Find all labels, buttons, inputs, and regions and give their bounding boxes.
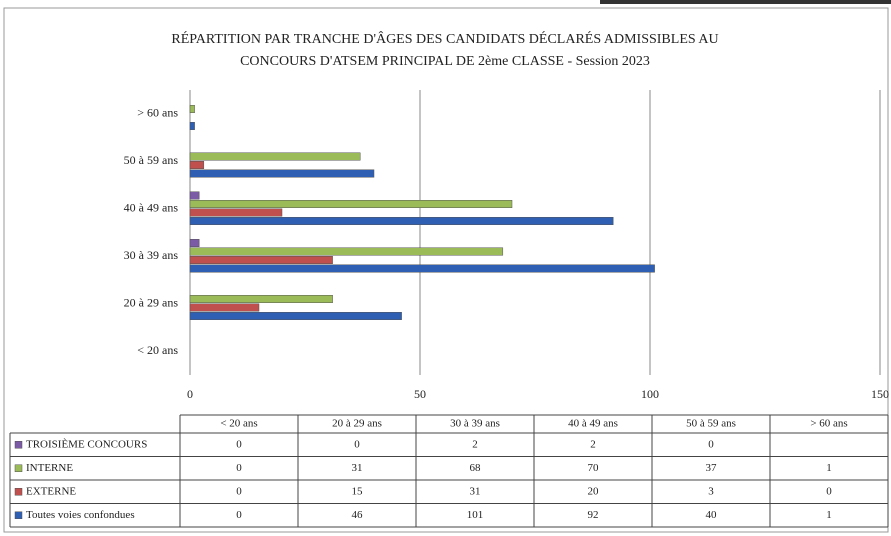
- bar: [189, 247, 504, 256]
- legend-label: Toutes voies confondues: [26, 509, 135, 521]
- y-tick-label: 20 à 29 ans: [124, 296, 179, 310]
- table-cell: 0: [826, 485, 832, 497]
- chart-title: CONCOURS D'ATSEM PRINCIPAL DE 2ème CLASS…: [240, 54, 650, 69]
- table-cell: 0: [354, 438, 360, 450]
- table-header: < 20 ans: [220, 418, 257, 430]
- table-cell: 2: [472, 438, 478, 450]
- bar: [189, 239, 200, 247]
- table-cell: 92: [588, 509, 599, 521]
- table-cell: 3: [708, 485, 714, 497]
- y-tick-label: > 60 ans: [137, 106, 178, 120]
- table-cell: 68: [470, 462, 482, 474]
- y-tick-label: < 20 ans: [137, 343, 178, 357]
- table-cell: 31: [470, 485, 481, 497]
- legend-swatch: [14, 441, 23, 449]
- x-tick-label: 50: [414, 387, 426, 401]
- bar: [189, 303, 260, 312]
- bar: [189, 295, 333, 303]
- table-header: > 60 ans: [810, 418, 847, 430]
- bar: [189, 256, 333, 264]
- bar: [189, 161, 205, 169]
- bar: [189, 200, 513, 208]
- table-cell: 70: [588, 462, 600, 474]
- table-cell: 15: [352, 485, 364, 497]
- legend-swatch: [14, 511, 23, 519]
- table-cell: 2: [590, 438, 596, 450]
- table-header: 50 à 59 ans: [686, 418, 736, 430]
- bar: [189, 152, 361, 161]
- chart-frame: [3, 7, 889, 533]
- chart-title: RÉPARTITION PAR TRANCHE D'ÂGES DES CANDI…: [171, 30, 718, 47]
- bar: [189, 264, 655, 273]
- table-cell: 0: [708, 438, 714, 450]
- legend-label: EXTERNE: [26, 485, 76, 497]
- table-cell: 0: [236, 462, 242, 474]
- bar: [189, 122, 195, 130]
- x-tick-label: 150: [871, 387, 889, 401]
- scan-edge: [600, 0, 891, 4]
- x-tick-label: 0: [187, 387, 193, 401]
- bar: [189, 208, 283, 217]
- legend-swatch: [14, 488, 23, 496]
- table-cell: 37: [706, 462, 718, 474]
- bar: [189, 105, 195, 113]
- legend-label: TROISIÈME CONCOURS: [26, 438, 147, 450]
- legend-label: INTERNE: [26, 462, 73, 474]
- table-cell: 40: [706, 509, 718, 521]
- bar: [189, 169, 375, 178]
- table-header: 30 à 39 ans: [450, 418, 500, 430]
- table-cell: 0: [236, 509, 242, 521]
- table-header: 20 à 29 ans: [332, 418, 382, 430]
- table-cell: 101: [467, 509, 484, 521]
- table-cell: 46: [352, 509, 364, 521]
- bar: [189, 191, 200, 200]
- table-cell: 1: [826, 462, 832, 474]
- table-cell: 0: [236, 438, 242, 450]
- legend-swatch: [14, 464, 23, 472]
- y-tick-label: 50 à 59 ans: [124, 153, 179, 167]
- y-tick-label: 40 à 49 ans: [124, 201, 179, 215]
- bar: [189, 312, 402, 320]
- table-cell: 31: [352, 462, 363, 474]
- table-cell: 0: [236, 485, 242, 497]
- table-cell: 20: [588, 485, 600, 497]
- table-header: 40 à 49 ans: [568, 418, 618, 430]
- table-cell: 1: [826, 509, 832, 521]
- bar: [189, 217, 614, 225]
- x-tick-label: 100: [641, 387, 659, 401]
- y-tick-label: 30 à 39 ans: [124, 248, 179, 262]
